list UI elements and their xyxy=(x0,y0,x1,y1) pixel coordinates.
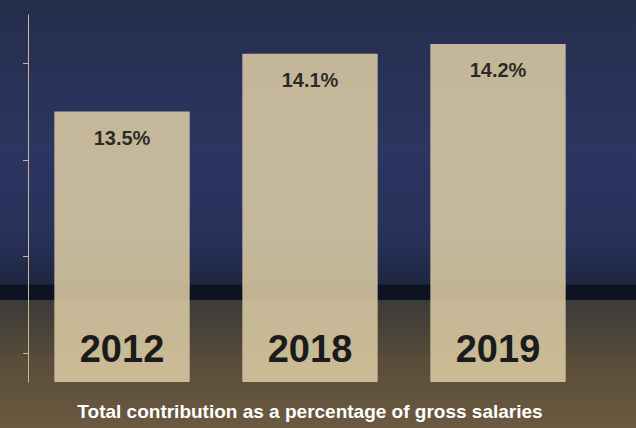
svg-text:13.5%: 13.5% xyxy=(94,127,151,149)
svg-text:14.2%: 14.2% xyxy=(470,59,527,81)
svg-text:2019: 2019 xyxy=(456,328,541,370)
svg-text:2018: 2018 xyxy=(268,328,353,370)
svg-text:2012: 2012 xyxy=(80,328,165,370)
svg-text:14.1%: 14.1% xyxy=(282,69,339,91)
svg-text:Total contribution as a percen: Total contribution as a percentage of gr… xyxy=(77,401,542,422)
